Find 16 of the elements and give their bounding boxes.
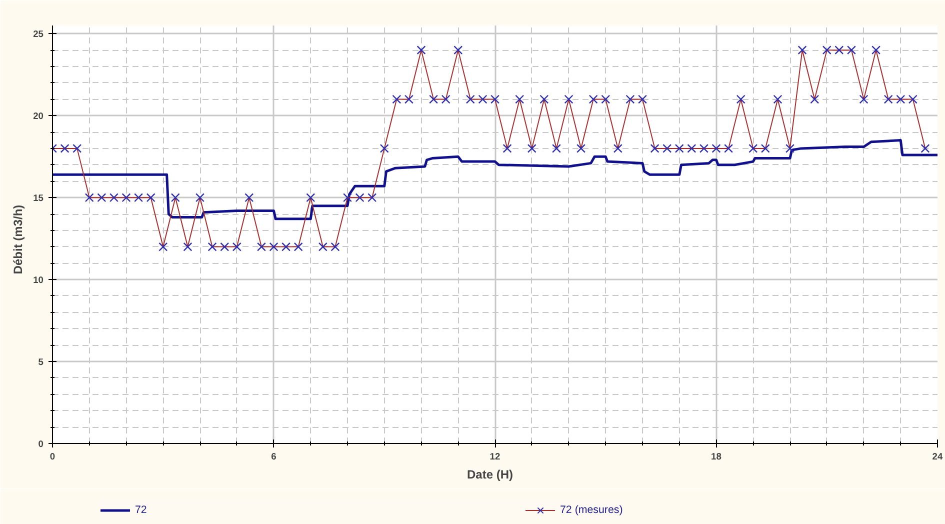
x-tick-label: 0 xyxy=(50,452,56,462)
legend-label: 72 (mesures) xyxy=(560,504,623,516)
x-tick-label: 18 xyxy=(711,452,722,462)
x-axis-title: Date (H) xyxy=(467,468,514,482)
y-tick-label: 25 xyxy=(33,29,44,40)
y-tick-label: 15 xyxy=(33,193,44,204)
x-tick-label: 24 xyxy=(932,452,944,462)
line-series xyxy=(52,138,938,220)
y-tick-label: 0 xyxy=(38,439,44,449)
y-tick-label: 10 xyxy=(33,275,44,286)
legend-label: 72 xyxy=(135,504,148,516)
y-tick-label: 20 xyxy=(33,111,44,122)
x-tick-label: 12 xyxy=(490,452,500,462)
y-tick-label: 5 xyxy=(38,357,44,368)
x-tick-label: 6 xyxy=(271,452,276,462)
y-axis-title: Débit (m3/h) xyxy=(11,204,26,274)
